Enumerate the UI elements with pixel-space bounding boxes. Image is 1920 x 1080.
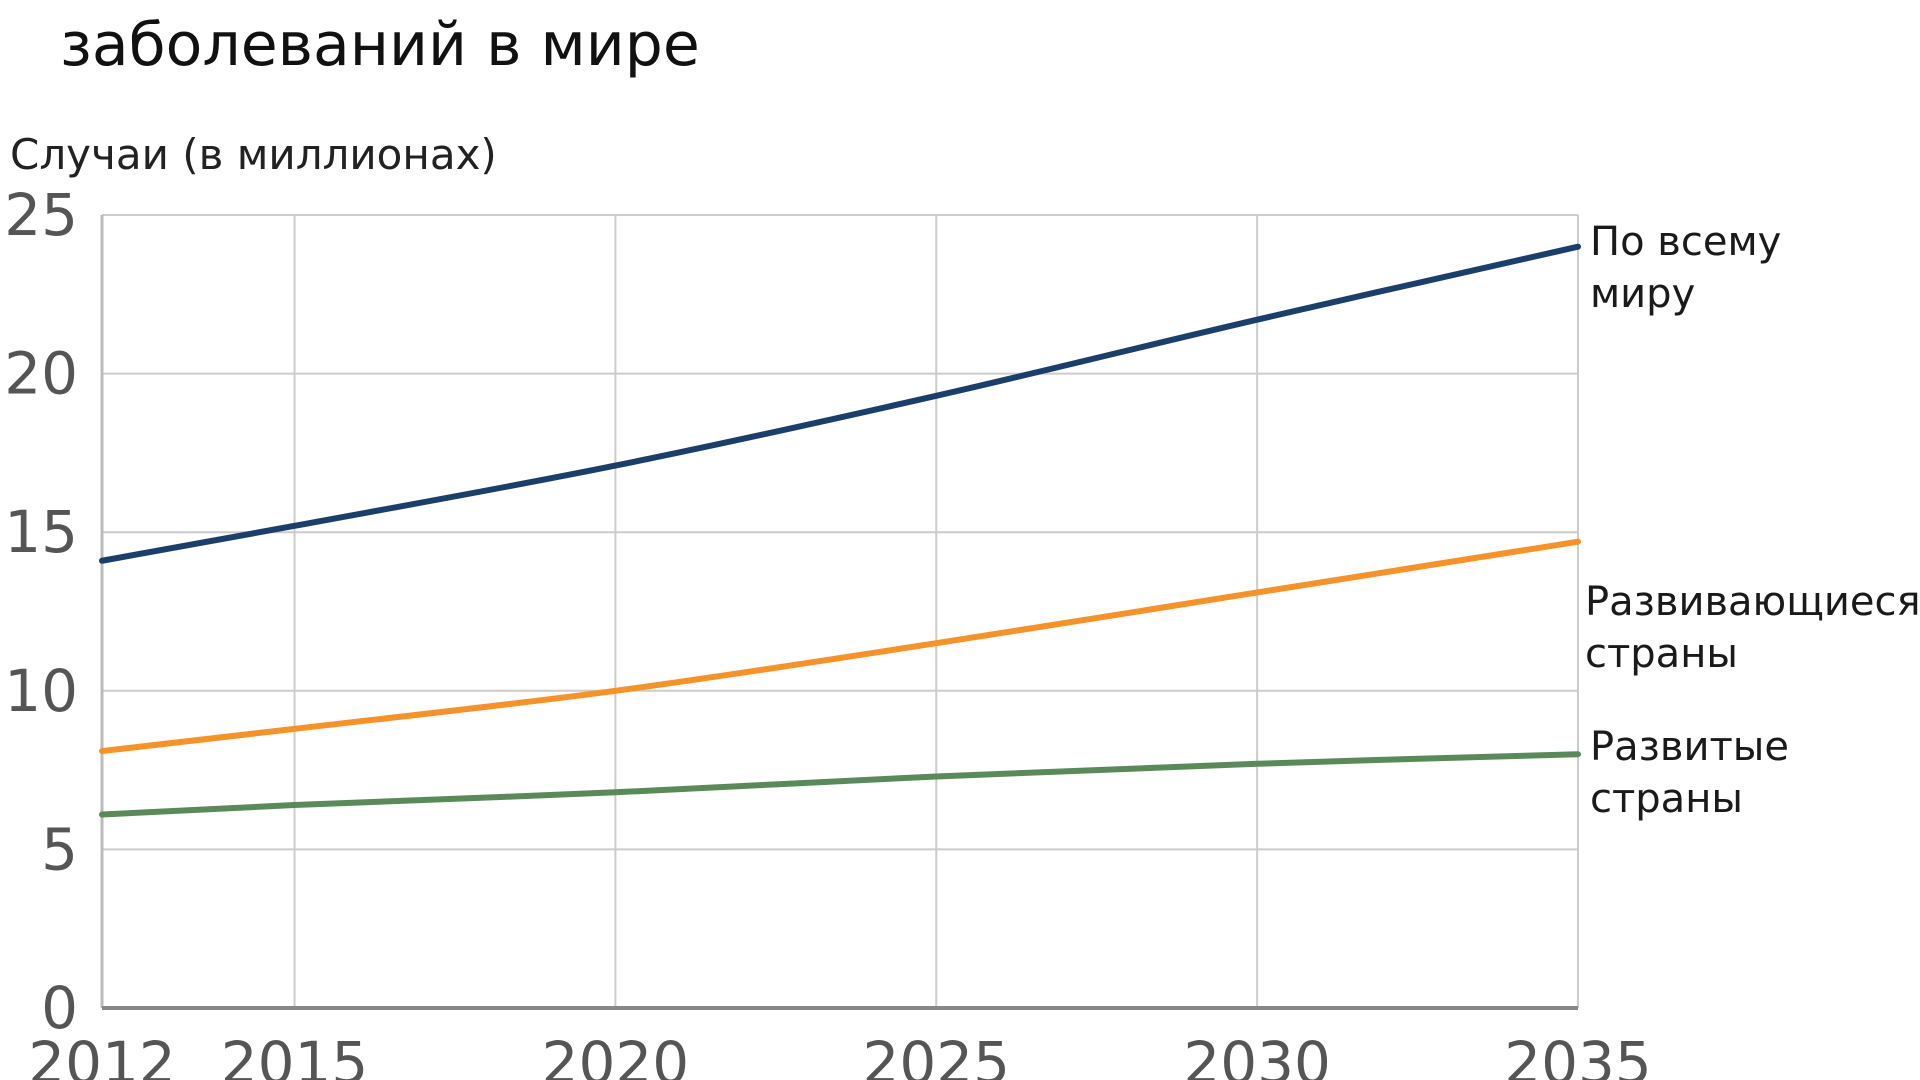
series-label-line: миру <box>1590 271 1695 317</box>
gridlines <box>102 214 1579 1008</box>
x-tick-labels: 2012 2015 2020 2025 2030 2035 <box>28 1029 1652 1080</box>
x-tick-label: 2012 <box>28 1029 176 1080</box>
x-tick-label: 2020 <box>542 1029 690 1080</box>
series-label-line: Развивающиеся <box>1585 579 1920 625</box>
axes <box>100 214 1578 1010</box>
chart-title: заболеваний в мире <box>60 10 700 80</box>
y-axis-label: Случаи (в миллионах) <box>10 130 497 179</box>
series-label: По всему миру <box>1590 219 1781 317</box>
series-labels: По всему миру Развивающиеся страны Развитые с… <box>1585 219 1920 822</box>
series-line <box>99 538 1581 755</box>
series-label-line: По всему <box>1590 219 1781 265</box>
series-line <box>99 243 1581 564</box>
y-tick-label: 15 <box>4 498 78 566</box>
y-tick-label: 25 <box>4 181 78 249</box>
series-label: Развитые страны <box>1590 724 1789 822</box>
y-tick-label: 10 <box>4 657 78 725</box>
x-tick-label: 2015 <box>221 1029 369 1080</box>
y-tick-label: 20 <box>4 340 78 408</box>
series-label: Развивающиеся страны <box>1585 579 1920 677</box>
x-tick-label: 2025 <box>862 1029 1010 1080</box>
y-tick-label: 0 <box>41 974 78 1042</box>
series-line <box>99 751 1581 818</box>
series-label-line: Развитые <box>1590 724 1789 770</box>
x-tick-label: 2035 <box>1504 1029 1652 1080</box>
x-tick-label: 2030 <box>1183 1029 1331 1080</box>
series-label-line: страны <box>1590 776 1743 822</box>
y-tick-label: 5 <box>41 815 78 883</box>
y-tick-labels: 0 5 10 15 20 25 <box>4 181 78 1042</box>
series-lines <box>99 243 1581 818</box>
series-label-line: страны <box>1585 631 1738 677</box>
